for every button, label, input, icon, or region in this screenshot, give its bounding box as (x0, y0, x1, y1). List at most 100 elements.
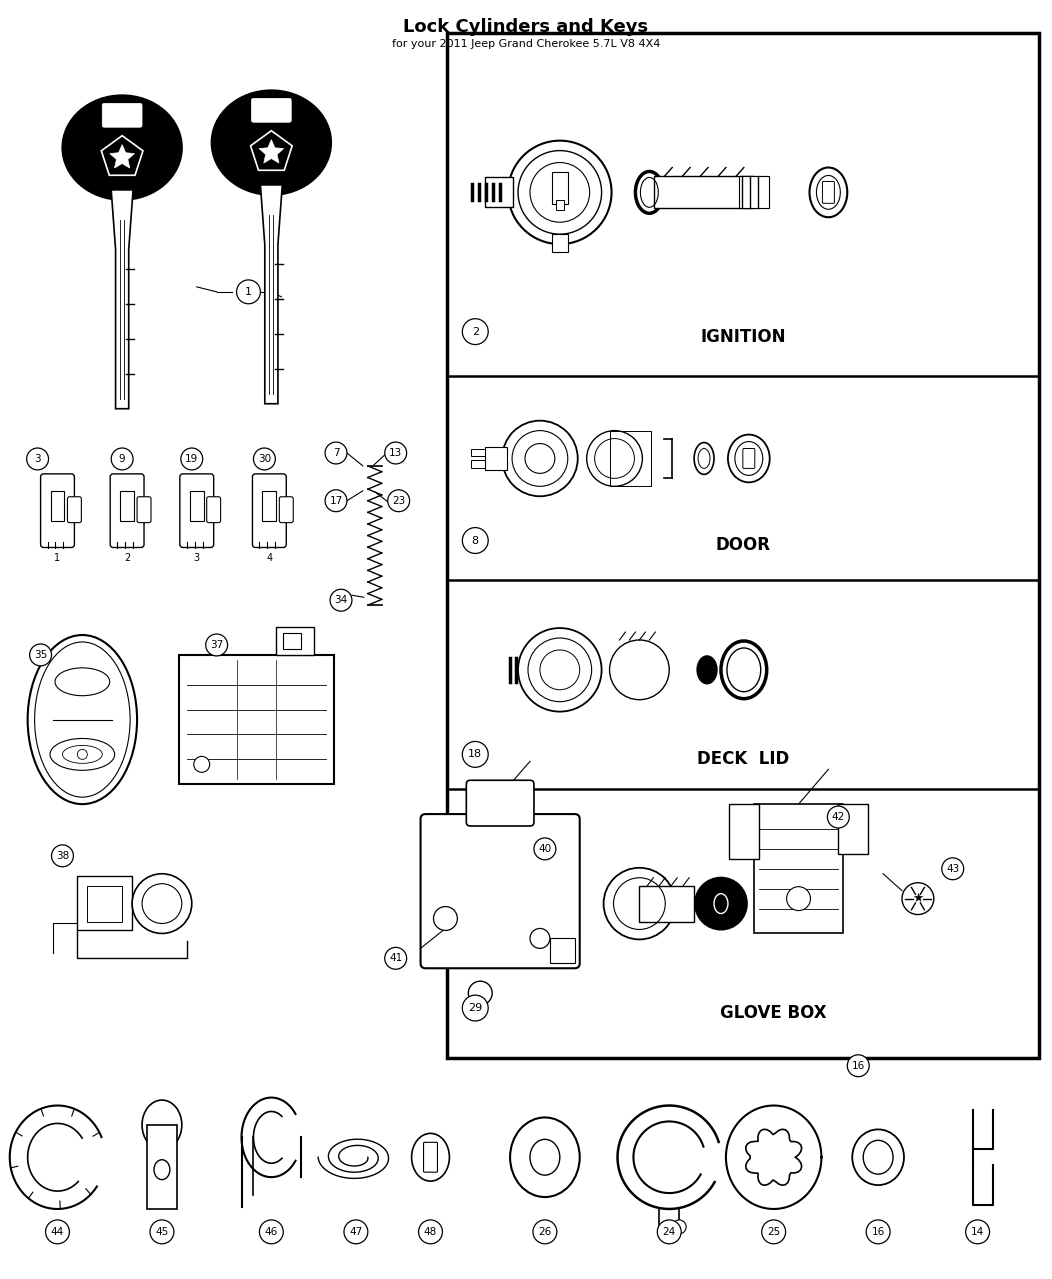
Bar (552, 234, 568, 252)
Circle shape (45, 1220, 69, 1243)
Circle shape (237, 280, 261, 304)
FancyBboxPatch shape (280, 496, 294, 523)
Circle shape (462, 742, 488, 767)
Circle shape (604, 867, 675, 939)
Bar (78, 876, 133, 930)
Bar (552, 173, 568, 205)
Ellipse shape (728, 435, 770, 482)
Ellipse shape (697, 656, 717, 684)
Circle shape (325, 443, 347, 464)
Bar (609, 431, 651, 486)
Text: 23: 23 (392, 496, 405, 505)
Circle shape (533, 1220, 557, 1243)
Circle shape (902, 883, 934, 914)
FancyBboxPatch shape (251, 98, 291, 123)
Text: 34: 34 (335, 595, 347, 605)
FancyBboxPatch shape (466, 780, 534, 826)
Text: 13: 13 (389, 448, 402, 458)
Bar (179, 655, 333, 784)
Bar (120, 491, 134, 521)
Circle shape (206, 634, 227, 656)
FancyBboxPatch shape (421, 813, 580, 968)
Bar (729, 804, 758, 858)
FancyBboxPatch shape (41, 475, 75, 547)
Text: 7: 7 (332, 448, 340, 458)
Circle shape (133, 874, 191, 934)
FancyBboxPatch shape (67, 496, 81, 523)
Ellipse shape (635, 171, 663, 214)
Ellipse shape (154, 1160, 169, 1179)
Bar (87, 885, 122, 921)
Text: 43: 43 (946, 863, 959, 874)
Circle shape (385, 948, 407, 969)
FancyBboxPatch shape (424, 1142, 438, 1172)
Text: 2: 2 (124, 554, 130, 564)
Text: 41: 41 (389, 953, 402, 963)
Circle shape (433, 907, 458, 930)
Circle shape (587, 431, 643, 486)
Polygon shape (109, 145, 135, 168)
Text: 25: 25 (767, 1227, 781, 1237)
Circle shape (468, 981, 492, 1005)
Circle shape (385, 443, 407, 464)
Bar (283, 633, 301, 648)
Text: 26: 26 (539, 1227, 551, 1237)
Text: for your 2011 Jeep Grand Cherokee 5.7L V8 4X4: for your 2011 Jeep Grand Cherokee 5.7L V… (391, 40, 661, 49)
Circle shape (52, 845, 74, 867)
Circle shape (26, 448, 48, 469)
Circle shape (112, 448, 134, 469)
Bar (640, 885, 694, 921)
Ellipse shape (142, 1100, 182, 1150)
Text: GLOVE BOX: GLOVE BOX (720, 1004, 827, 1022)
Ellipse shape (62, 96, 182, 200)
Circle shape (462, 318, 488, 344)
Text: 2: 2 (471, 326, 479, 336)
Text: DECK  LID: DECK LID (697, 751, 789, 769)
Ellipse shape (530, 1140, 560, 1175)
FancyBboxPatch shape (110, 475, 144, 547)
Ellipse shape (510, 1118, 580, 1197)
Text: 1: 1 (245, 286, 252, 297)
Polygon shape (112, 189, 134, 409)
Text: 24: 24 (663, 1227, 675, 1237)
Text: 18: 18 (468, 749, 482, 760)
Circle shape (609, 640, 669, 700)
Text: 44: 44 (50, 1227, 64, 1237)
Ellipse shape (721, 641, 767, 698)
Bar (744, 177, 749, 208)
Text: 3: 3 (35, 454, 41, 464)
Text: 46: 46 (265, 1227, 278, 1237)
FancyBboxPatch shape (137, 496, 151, 523)
FancyBboxPatch shape (102, 104, 142, 127)
Circle shape (388, 490, 409, 512)
Polygon shape (259, 139, 284, 162)
Text: 9: 9 (119, 454, 125, 464)
Ellipse shape (694, 443, 714, 475)
Text: 14: 14 (971, 1227, 985, 1237)
Ellipse shape (27, 636, 137, 804)
Polygon shape (261, 185, 282, 404)
Bar (550, 939, 574, 963)
Text: 48: 48 (424, 1227, 438, 1237)
Circle shape (462, 995, 488, 1021)
FancyBboxPatch shape (743, 449, 754, 468)
Ellipse shape (411, 1133, 449, 1181)
Circle shape (260, 1220, 283, 1243)
Bar (760, 177, 765, 208)
Circle shape (325, 490, 347, 512)
Circle shape (29, 643, 52, 666)
Bar (485, 178, 513, 207)
Circle shape (787, 886, 810, 911)
Text: 8: 8 (471, 536, 479, 546)
Circle shape (194, 756, 209, 773)
Circle shape (330, 590, 352, 611)
Text: DOOR: DOOR (715, 536, 771, 555)
Circle shape (847, 1055, 869, 1077)
Circle shape (530, 929, 550, 948)
Circle shape (695, 877, 747, 930)
Text: 40: 40 (539, 844, 551, 854)
Circle shape (254, 448, 276, 469)
Circle shape (966, 1220, 990, 1243)
Circle shape (942, 858, 964, 880)
Text: 19: 19 (185, 454, 199, 464)
